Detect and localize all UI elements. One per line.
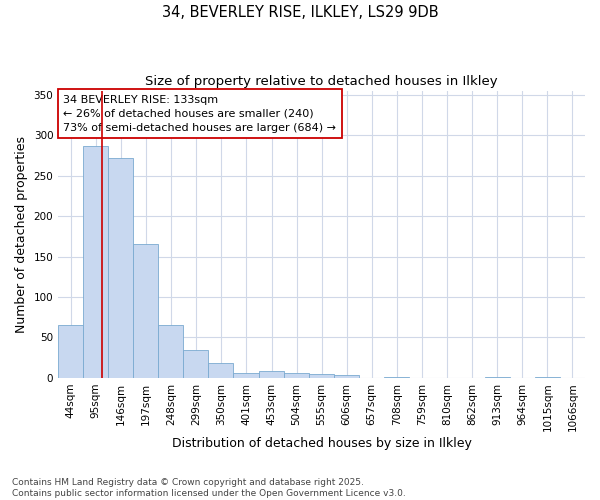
Bar: [284, 373, 309, 378]
Y-axis label: Number of detached properties: Number of detached properties: [15, 136, 28, 333]
Bar: [384, 377, 409, 378]
Bar: [259, 370, 284, 378]
Bar: [83, 146, 108, 378]
Bar: [233, 373, 259, 378]
Bar: [184, 350, 208, 378]
Title: Size of property relative to detached houses in Ilkley: Size of property relative to detached ho…: [145, 75, 498, 88]
Bar: [309, 374, 334, 378]
Text: 34 BEVERLEY RISE: 133sqm
← 26% of detached houses are smaller (240)
73% of semi-: 34 BEVERLEY RISE: 133sqm ← 26% of detach…: [64, 95, 337, 133]
Bar: [334, 374, 359, 378]
Bar: [535, 377, 560, 378]
Text: Contains HM Land Registry data © Crown copyright and database right 2025.
Contai: Contains HM Land Registry data © Crown c…: [12, 478, 406, 498]
X-axis label: Distribution of detached houses by size in Ilkley: Distribution of detached houses by size …: [172, 437, 472, 450]
Bar: [133, 244, 158, 378]
Bar: [108, 158, 133, 378]
Bar: [58, 326, 83, 378]
Bar: [208, 362, 233, 378]
Bar: [485, 377, 510, 378]
Bar: [158, 326, 184, 378]
Text: 34, BEVERLEY RISE, ILKLEY, LS29 9DB: 34, BEVERLEY RISE, ILKLEY, LS29 9DB: [161, 5, 439, 20]
